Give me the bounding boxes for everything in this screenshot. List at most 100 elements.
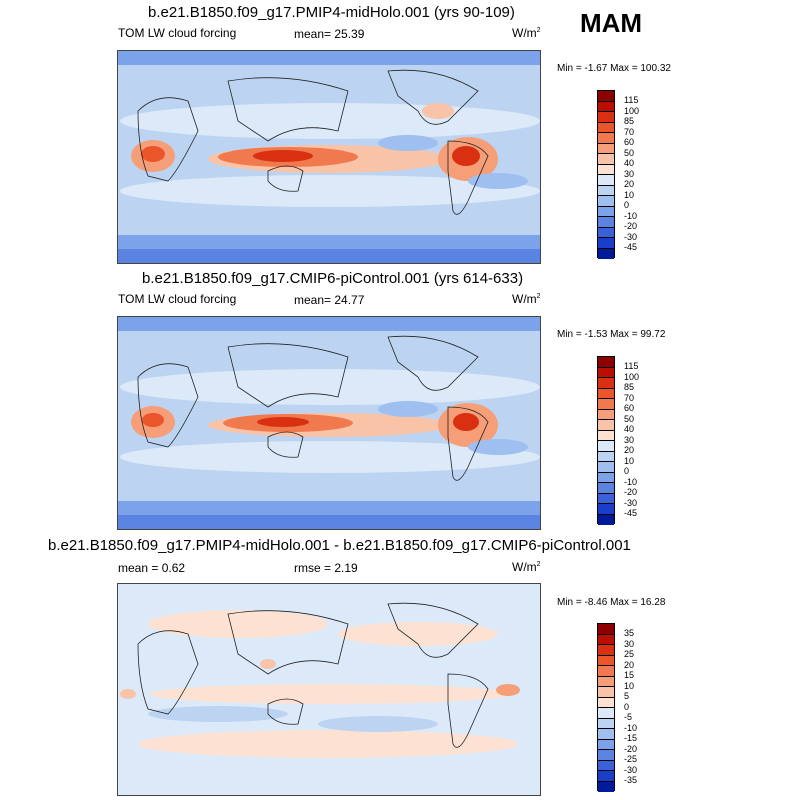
colorbar-label: -25 [624, 754, 638, 764]
panel-1-units: W/m2 [512, 26, 541, 40]
panel-2-map-field [118, 317, 540, 529]
colorbar-label: 50 [624, 413, 635, 424]
colorbar-label: -20 [624, 221, 638, 231]
panel-3-map-field [118, 584, 540, 795]
colorbar-label: -20 [624, 487, 638, 497]
colorbar-swatch [598, 217, 614, 228]
colorbar-swatch [598, 420, 614, 431]
colorbar-swatch [598, 645, 614, 656]
colorbar-swatch [598, 101, 614, 112]
colorbar-swatch [598, 451, 614, 462]
colorbar-swatch [598, 91, 614, 102]
colorbar-swatch [598, 504, 614, 515]
colorbar-label: 20 [624, 445, 635, 455]
colorbar-swatch [598, 175, 614, 186]
colorbar-swatch [598, 760, 614, 771]
colorbar-swatch [598, 238, 614, 249]
panel-2-colorbar [597, 356, 615, 525]
panel-1-map [117, 50, 541, 264]
colorbar-swatch [598, 462, 614, 473]
panel-1-minmax: Min = -1.67 Max = 100.32 [557, 63, 671, 74]
colorbar-label: -30 [624, 231, 638, 242]
colorbar-label: 15 [624, 670, 635, 680]
panel-3-colorbar [597, 623, 615, 792]
colorbar-swatch [598, 729, 614, 740]
colorbar-label: 40 [624, 158, 635, 168]
colorbar-swatch [598, 493, 614, 504]
colorbar-swatch [598, 133, 614, 144]
colorbar-label: 10 [624, 189, 635, 200]
colorbar-swatch [598, 483, 614, 494]
panel-2-mean-label: mean= 24.77 [294, 293, 365, 307]
colorbar-label: 30 [624, 638, 635, 649]
colorbar-label: -10 [624, 476, 638, 487]
colorbar-label: 0 [624, 200, 630, 210]
colorbar-swatch [598, 206, 614, 217]
colorbar-swatch [598, 624, 614, 635]
colorbar-swatch [598, 122, 614, 133]
panel-3-rmse-label: rmse = 2.19 [294, 561, 358, 575]
colorbar-label: 100 [624, 371, 640, 382]
colorbar-swatch [598, 472, 614, 483]
season-label: MAM [580, 8, 643, 38]
colorbar-swatch [598, 514, 614, 525]
colorbar-swatch [598, 248, 614, 259]
colorbar-label: 115 [624, 361, 639, 371]
colorbar-label: 20 [624, 659, 635, 670]
colorbar-swatch [598, 227, 614, 238]
panel-1-mean-label: mean= 25.39 [294, 27, 365, 41]
colorbar-label: -30 [624, 764, 638, 775]
colorbar-swatch [598, 781, 614, 792]
colorbar-label: -30 [624, 497, 638, 508]
colorbar-swatch [598, 771, 614, 782]
colorbar-label: 100 [624, 105, 640, 116]
colorbar-swatch [598, 154, 614, 165]
colorbar-label: 60 [624, 137, 635, 147]
colorbar-swatch [598, 708, 614, 719]
colorbar-swatch [598, 676, 614, 687]
colorbar-swatch [598, 697, 614, 708]
colorbar-label: 25 [624, 649, 635, 659]
colorbar-label: -45 [624, 242, 638, 252]
colorbar-swatch [598, 409, 614, 420]
panel-2-title: b.e21.B1850.f09_g17.CMIP6-piControl.001 … [142, 270, 524, 287]
panel-1-variable-label: TOM LW cloud forcing [118, 26, 237, 40]
colorbar-swatch [598, 399, 614, 410]
colorbar-label: -15 [624, 733, 638, 743]
panel-3-colorbar-labels: 35 30 25 20 15 10 5 0 -5 -10 -15 -20 -25… [624, 629, 664, 789]
panel-3-mean-label: mean = 0.62 [118, 561, 186, 575]
colorbar-label: 30 [624, 168, 635, 179]
colorbar-label: 85 [624, 382, 635, 392]
colorbar-label: -5 [624, 712, 633, 722]
colorbar-label: 50 [624, 147, 635, 158]
panel-2-variable-label: TOM LW cloud forcing [118, 292, 237, 306]
panel-2-minmax: Min = -1.53 Max = 99.72 [557, 329, 666, 340]
colorbar-label: 35 [624, 628, 635, 638]
colorbar-label: 70 [624, 392, 635, 403]
panel-3-title: b.e21.B1850.f09_g17.PMIP4-midHolo.001 - … [48, 537, 631, 554]
panel-3-map [117, 583, 541, 796]
colorbar-swatch [598, 655, 614, 666]
colorbar-swatch [598, 441, 614, 452]
colorbar-swatch [598, 196, 614, 207]
colorbar-label: 5 [624, 691, 630, 701]
colorbar-swatch [598, 430, 614, 441]
colorbar-label: 30 [624, 434, 635, 445]
colorbar-label: -35 [624, 775, 638, 785]
colorbar-swatch [598, 185, 614, 196]
colorbar-label: 85 [624, 116, 635, 126]
colorbar-label: 10 [624, 680, 635, 691]
colorbar-swatch [598, 164, 614, 175]
colorbar-label: 60 [624, 403, 635, 413]
panel-2-units: W/m2 [512, 292, 541, 306]
colorbar-swatch [598, 143, 614, 154]
colorbar-label: 0 [624, 466, 630, 476]
colorbar-swatch [598, 367, 614, 378]
colorbar-swatch [598, 750, 614, 761]
colorbar-swatch [598, 718, 614, 729]
colorbar-swatch [598, 388, 614, 399]
colorbar-swatch [598, 357, 614, 368]
panel-1-colorbar [597, 90, 615, 259]
panel-3-minmax: Min = -8.46 Max = 16.28 [557, 597, 666, 608]
colorbar-swatch [598, 378, 614, 389]
